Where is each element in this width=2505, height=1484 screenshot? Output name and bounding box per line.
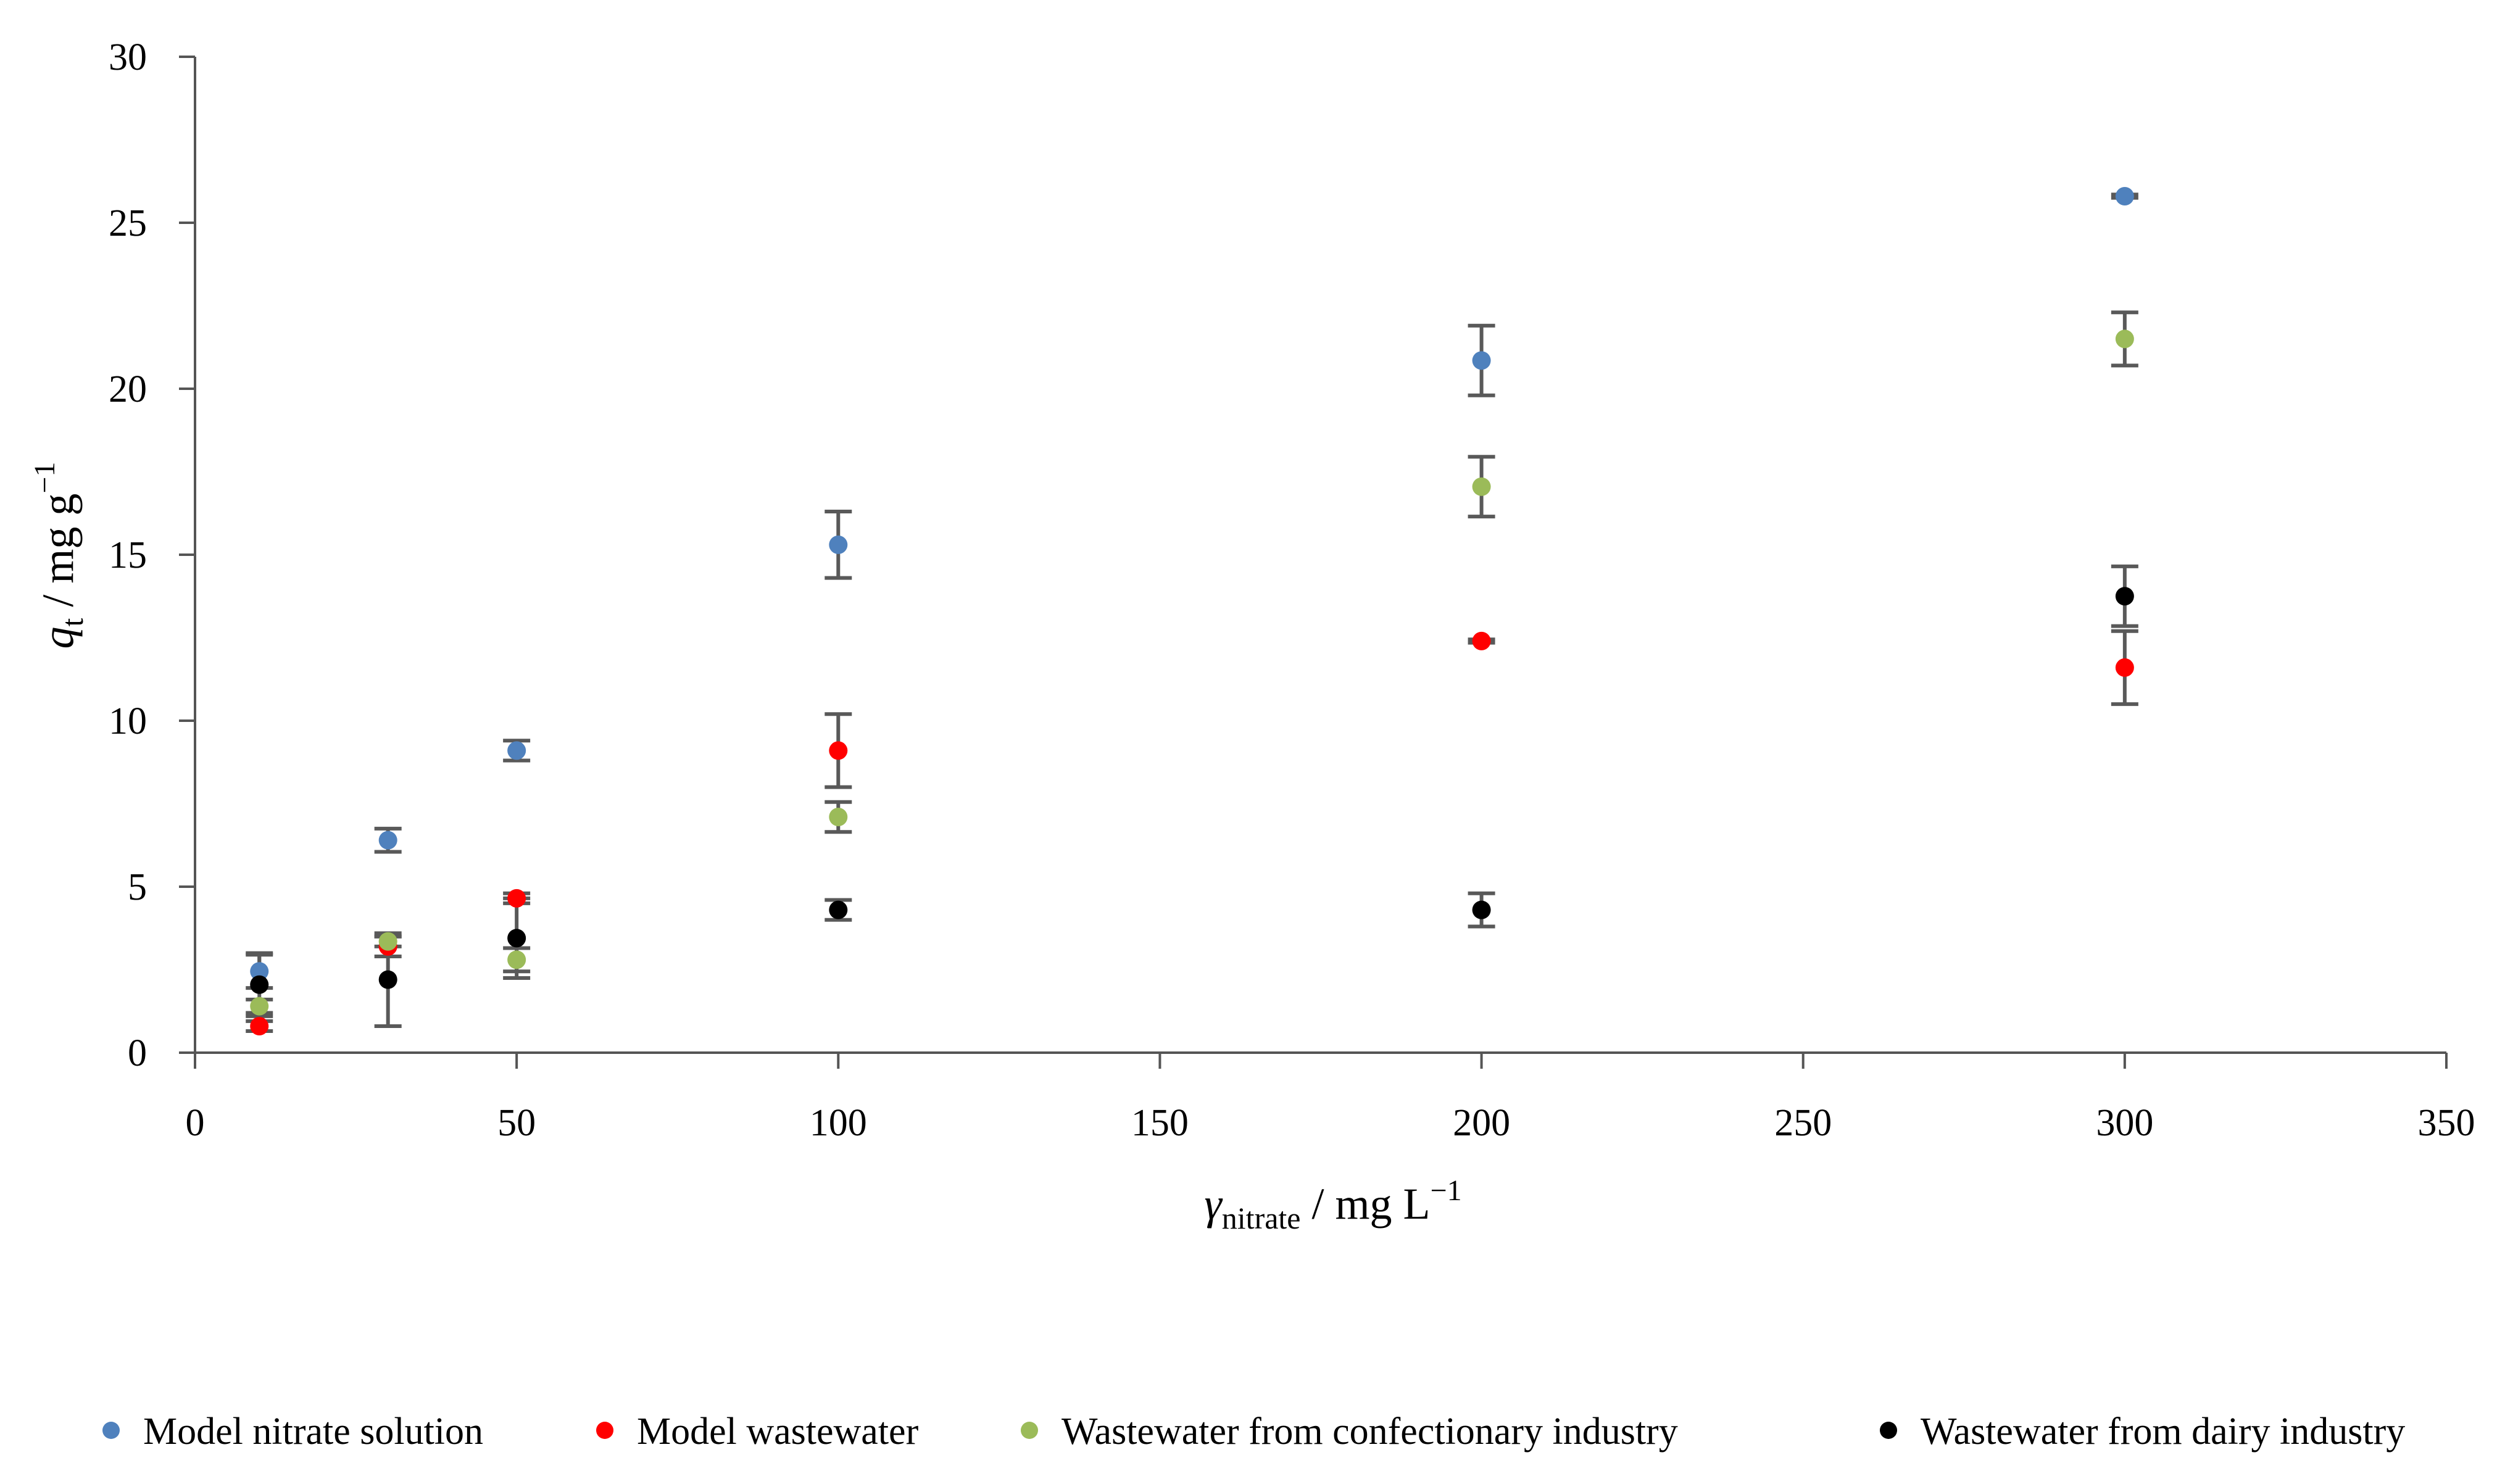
legend-entry: Wastewater from confectionary industry bbox=[1021, 1411, 1678, 1453]
data-point bbox=[829, 741, 848, 760]
x-tick-label: 350 bbox=[2418, 1102, 2475, 1144]
data-point bbox=[378, 831, 397, 850]
y-tick-label: 0 bbox=[128, 1032, 147, 1074]
data-point bbox=[1472, 351, 1491, 370]
data-point bbox=[378, 932, 397, 951]
y-axis-title: qt / mg g−1 bbox=[28, 462, 89, 649]
data-points bbox=[250, 186, 2134, 1035]
y-axis-title-subscript: t bbox=[55, 618, 89, 627]
error-bars bbox=[246, 193, 2138, 1034]
data-point bbox=[507, 741, 526, 760]
legend-label: Model nitrate solution bbox=[143, 1411, 483, 1453]
data-point bbox=[378, 970, 397, 989]
x-tick-label: 250 bbox=[1774, 1102, 1832, 1144]
x-axis-title-subscript: nitrate bbox=[1222, 1201, 1301, 1235]
y-tick-label: 10 bbox=[109, 700, 147, 742]
x-tick-label: 0 bbox=[186, 1102, 205, 1144]
x-axis-title-symbol: γ bbox=[1204, 1179, 1223, 1229]
data-point bbox=[507, 929, 526, 948]
legend: Model nitrate solution Model wastewater Wa… bbox=[102, 1411, 2405, 1453]
y-axis-title-unit: / mg g bbox=[33, 494, 83, 618]
y-tick-label: 20 bbox=[109, 368, 147, 410]
y-axis-title-symbol: q bbox=[33, 627, 83, 649]
data-point bbox=[2115, 587, 2134, 606]
data-point bbox=[507, 950, 526, 969]
data-point bbox=[829, 808, 848, 827]
data-point bbox=[250, 997, 269, 1016]
x-axis-title-superscript: −1 bbox=[1431, 1174, 1462, 1207]
data-point bbox=[829, 535, 848, 554]
legend-entry: Model wastewater bbox=[596, 1411, 919, 1453]
data-point bbox=[507, 889, 526, 908]
y-tick-label: 15 bbox=[109, 534, 147, 576]
data-point bbox=[250, 962, 269, 981]
legend-marker bbox=[1880, 1422, 1897, 1439]
data-point bbox=[1472, 900, 1491, 919]
legend-label: Wastewater from confectionary industry bbox=[1061, 1411, 1678, 1453]
x-tick-label: 150 bbox=[1131, 1102, 1189, 1144]
x-axis-title: γnitrate / mg L−1 bbox=[1204, 1174, 1461, 1235]
x-tick-label: 200 bbox=[1453, 1102, 1510, 1144]
y-tick-label: 30 bbox=[109, 36, 147, 78]
data-point bbox=[2115, 186, 2134, 205]
y-tick-label: 25 bbox=[109, 202, 147, 244]
legend-label: Wastewater from dairy industry bbox=[1921, 1411, 2405, 1453]
x-tick-label: 300 bbox=[2096, 1102, 2153, 1144]
legend-entry: Model nitrate solution bbox=[102, 1411, 483, 1453]
y-axis-title-superscript: −1 bbox=[28, 462, 61, 494]
data-point bbox=[250, 975, 269, 994]
data-point bbox=[2115, 330, 2134, 349]
data-point bbox=[829, 900, 848, 919]
data-point bbox=[2115, 658, 2134, 677]
legend-marker bbox=[1021, 1422, 1038, 1439]
x-axis-title-unit: / mg L bbox=[1301, 1179, 1431, 1229]
legend-marker bbox=[596, 1422, 613, 1439]
x-tick-label: 50 bbox=[497, 1102, 536, 1144]
data-point bbox=[250, 1016, 269, 1035]
legend-entry: Wastewater from dairy industry bbox=[1880, 1411, 2405, 1453]
data-point bbox=[1472, 631, 1491, 650]
x-tick-label: 100 bbox=[810, 1102, 867, 1144]
legend-label: Model wastewater bbox=[637, 1411, 919, 1453]
legend-marker bbox=[102, 1422, 120, 1439]
data-point bbox=[1472, 477, 1491, 496]
y-tick-label: 5 bbox=[128, 866, 147, 908]
